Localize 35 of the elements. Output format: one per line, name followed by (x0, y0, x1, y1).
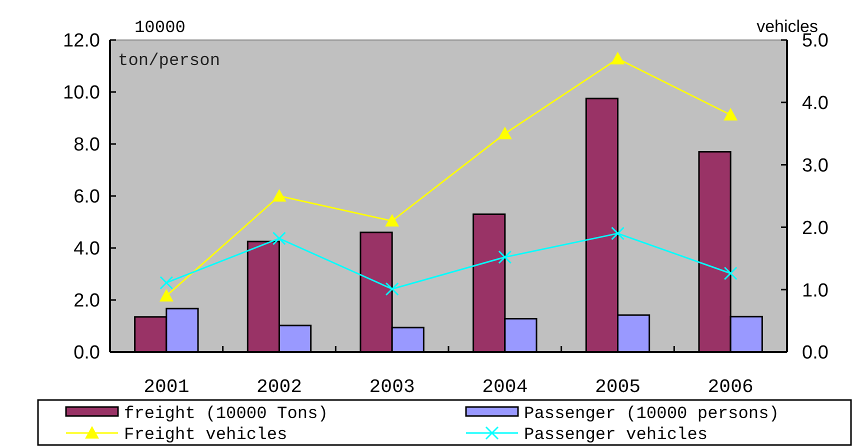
x-tick-label: 2006 (708, 376, 754, 398)
x-tick-label: 2004 (482, 376, 528, 398)
y2-tick-label: 0.0 (802, 342, 828, 364)
point (160, 276, 174, 290)
y-tick-label: 2.0 (74, 290, 100, 312)
x-tick-label: 2002 (256, 376, 302, 398)
point (498, 126, 512, 140)
y2-tick-label: 4.0 (802, 93, 828, 114)
legend-label: Passenger vehicles (524, 426, 708, 445)
legend-label: Passenger (10000 persons) (524, 404, 780, 424)
y-tick-label: 10.0 (63, 82, 100, 104)
point (272, 232, 286, 246)
point (272, 189, 286, 202)
point (385, 214, 400, 227)
y2-tick-label: 3.0 (802, 155, 828, 176)
legend-label: Freight vehicles (124, 426, 288, 445)
legend-label: freight (10000 Tons) (124, 404, 328, 424)
x-tick-label: 2001 (144, 376, 190, 398)
point (385, 282, 399, 296)
point (724, 108, 738, 120)
y-tick-label: 12.0 (63, 30, 100, 52)
y-tick-label: 6.0 (74, 186, 100, 208)
point (498, 250, 512, 264)
x-tick-label: 2003 (369, 376, 415, 398)
point (724, 266, 738, 280)
y2-tick-label: 1.0 (802, 280, 828, 302)
point (610, 52, 625, 64)
y-tick-label: 8.0 (74, 134, 100, 156)
y-tick-label: 4.0 (74, 238, 100, 260)
x-tick-label: 2005 (594, 376, 641, 398)
y-axis-title: 10000 ton/person (118, 19, 220, 71)
point (159, 288, 174, 302)
point (611, 226, 624, 240)
y-tick-label: 0.0 (74, 342, 100, 364)
y2-tick-label: 2.0 (802, 218, 828, 239)
